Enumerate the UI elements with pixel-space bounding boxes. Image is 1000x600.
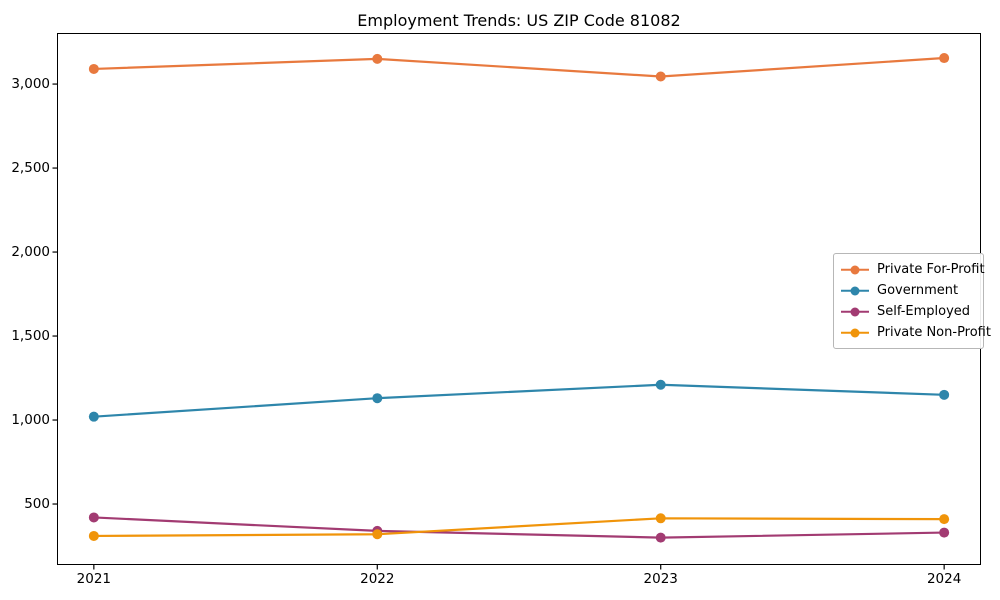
legend-entry: Self-Employed	[841, 302, 977, 322]
y-tick-label: 3,000	[11, 76, 50, 93]
legend-label: Self-Employed	[877, 304, 971, 319]
x-tick-label: 2023	[643, 571, 678, 587]
chart-title: Employment Trends: US ZIP Code 81082	[357, 11, 681, 30]
x-tick-label: 2024	[926, 571, 962, 587]
x-tick-label: 2021	[76, 571, 112, 587]
legend-label: Government	[877, 283, 959, 298]
line-marker-swatch-icon	[841, 264, 869, 276]
y-tick-label: 1,500	[11, 328, 50, 345]
y-tick-label: 500	[24, 496, 50, 513]
line-marker-swatch-icon	[841, 285, 869, 297]
chart-legend: Private For-Profit Government Self-Emplo…	[833, 253, 991, 349]
y-tick-label: 1,000	[11, 412, 50, 429]
y-tick-label: 2,500	[11, 160, 50, 177]
legend-label: Private Non-Profit	[877, 325, 991, 340]
legend-label: Private For-Profit	[877, 262, 985, 277]
x-tick-label: 2022	[360, 571, 395, 587]
line-marker-swatch-icon	[841, 306, 869, 318]
y-tick-label: 2,000	[11, 244, 50, 261]
legend-entry: Government	[841, 281, 977, 301]
line-marker-swatch-icon	[841, 327, 869, 339]
legend-entry: Private For-Profit	[841, 260, 985, 280]
legend-entry: Private Non-Profit	[841, 323, 991, 343]
